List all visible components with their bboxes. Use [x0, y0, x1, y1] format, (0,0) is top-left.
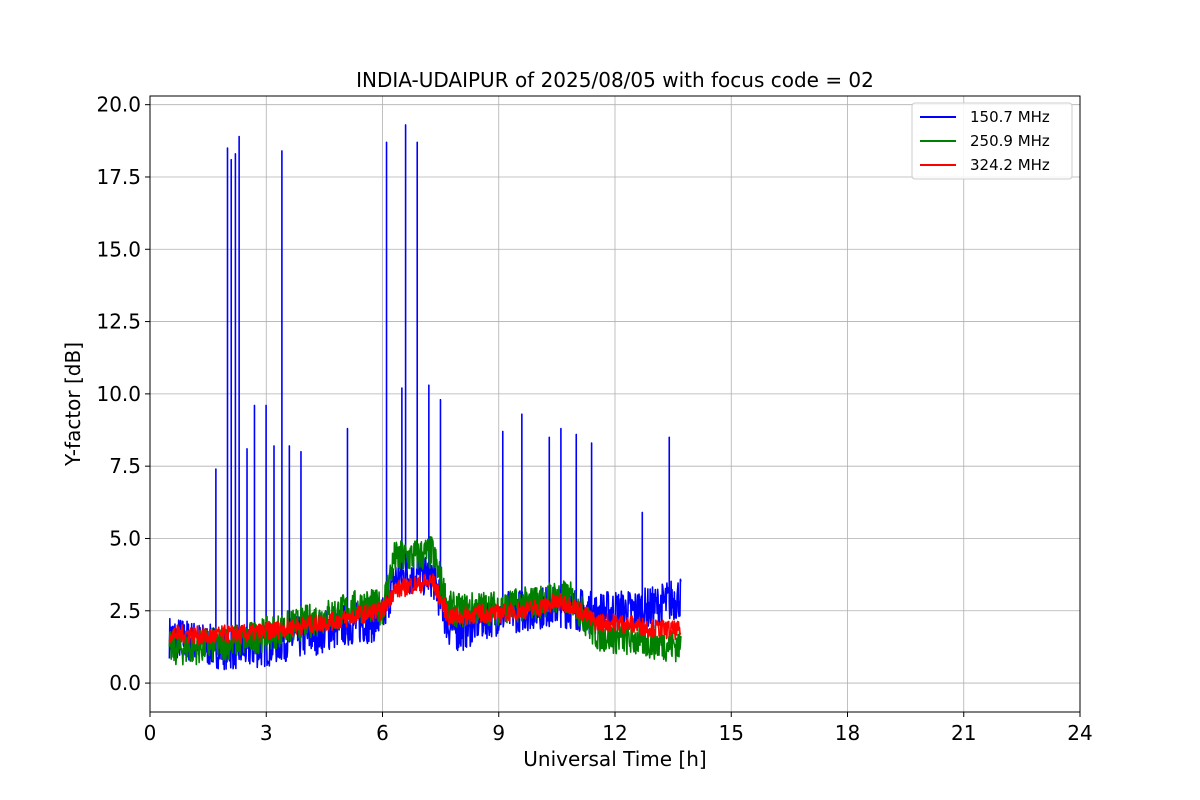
y-tick-label: 12.5 [96, 310, 141, 334]
legend: 150.7 MHz 250.9 MHz 324.2 MHz [911, 102, 1073, 180]
y-tick-label: 15.0 [96, 237, 141, 261]
x-tick-label: 0 [144, 721, 157, 745]
series-line [168, 573, 682, 646]
y-axis-label: Y-factor [dB] [61, 342, 85, 467]
y-tick-label: 7.5 [109, 454, 141, 478]
y-tick-label: 2.5 [109, 599, 141, 623]
x-tick-label: 18 [835, 721, 860, 745]
x-tick-label: 21 [951, 721, 976, 745]
y-tick-label: 17.5 [96, 165, 141, 189]
x-tick-label: 3 [260, 721, 273, 745]
x-tick-label: 6 [376, 721, 389, 745]
legend-box [911, 102, 1073, 180]
legend-label: 250.9 MHz [970, 132, 1050, 150]
chart-title: INDIA-UDAIPUR of 2025/08/05 with focus c… [356, 68, 874, 92]
x-tick-label: 9 [492, 721, 505, 745]
series-line [168, 124, 682, 671]
y-tick-label: 20.0 [96, 93, 141, 117]
legend-label: 150.7 MHz [970, 108, 1050, 126]
y-tick-label: 10.0 [96, 382, 141, 406]
x-tick-label: 12 [602, 721, 627, 745]
y-tick-label: 5.0 [109, 526, 141, 550]
x-axis-label: Universal Time [h] [523, 747, 706, 771]
axis-ticks: 0 3 6 9 12 15 18 21 24 0.0 2.5 5.0 7.5 10.0 12.5 15.0 17… [96, 93, 1092, 745]
x-tick-label: 15 [719, 721, 744, 745]
plot-series [168, 124, 682, 671]
legend-label: 324.2 MHz [970, 156, 1050, 174]
y-tick-label: 0.0 [109, 671, 141, 695]
x-tick-label: 24 [1067, 721, 1092, 745]
